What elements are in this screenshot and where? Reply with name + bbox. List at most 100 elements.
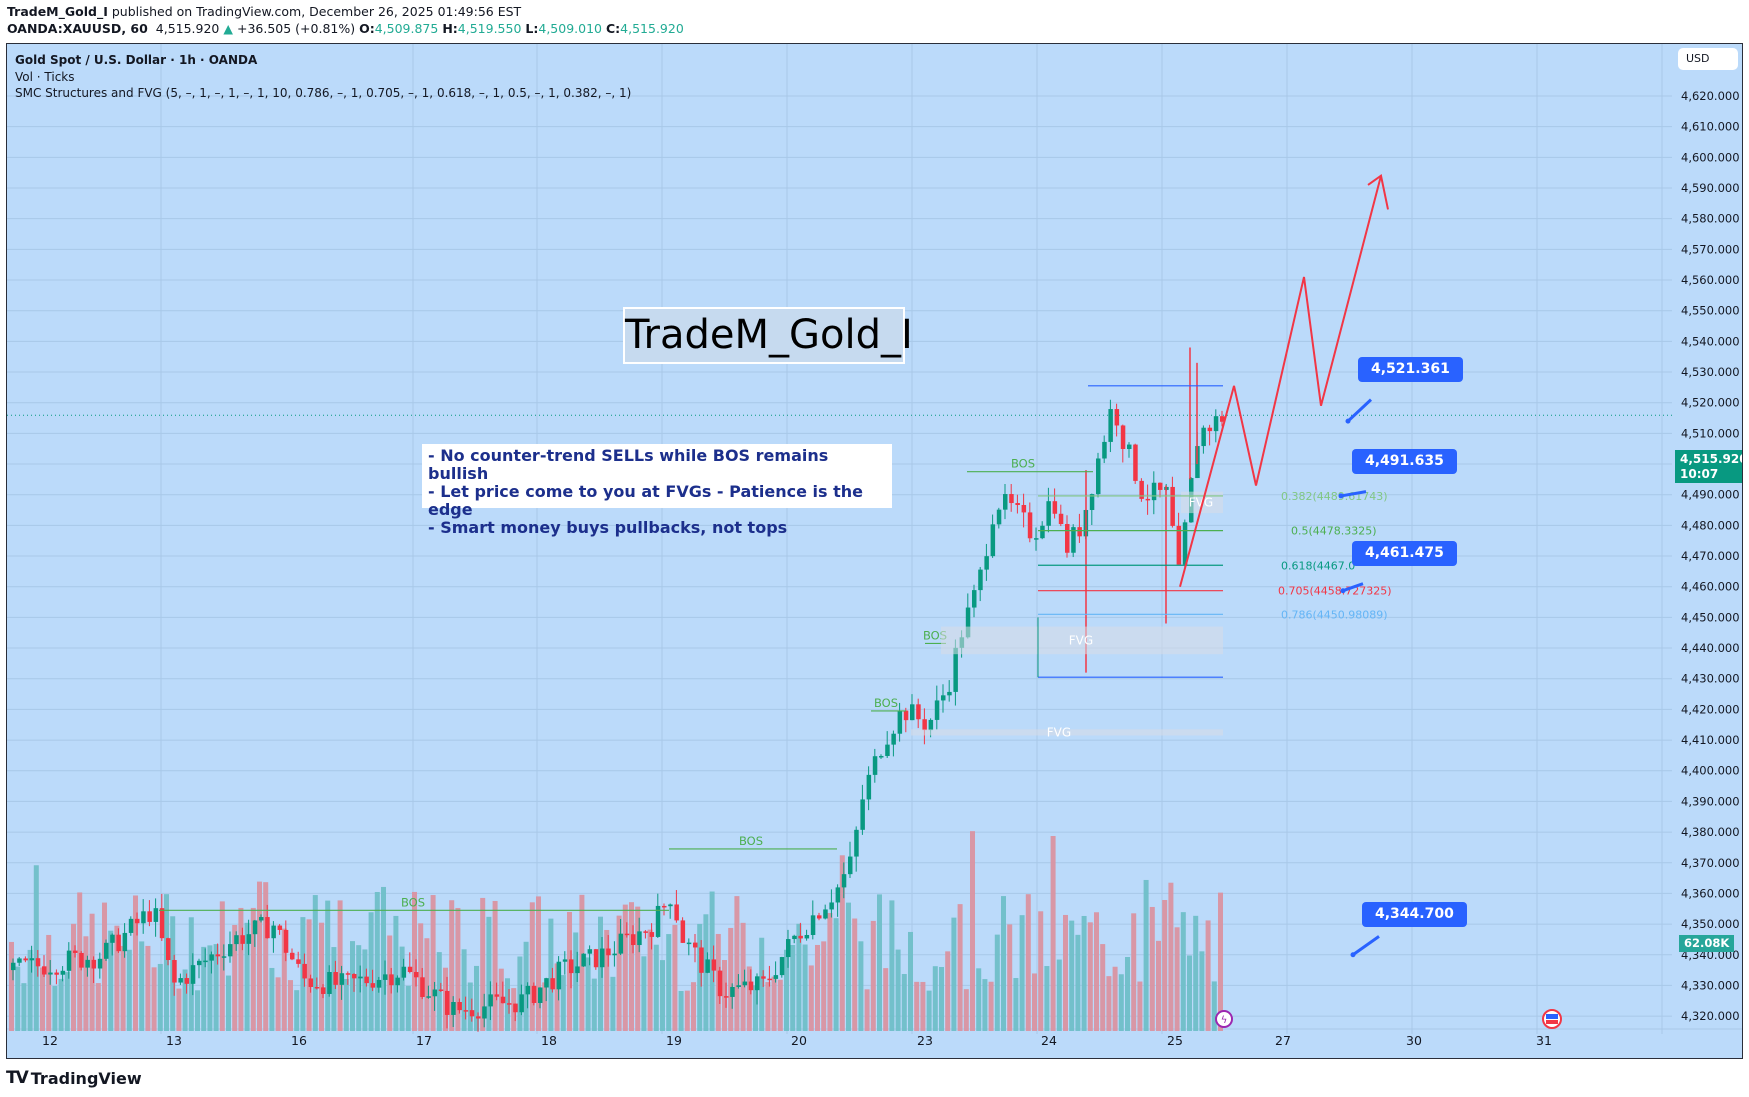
earnings-lightning-icon[interactable] (1215, 1010, 1233, 1028)
date-tick: 20 (791, 1033, 807, 1048)
up-arrow-icon: ▲ (223, 21, 233, 36)
date-tick: 16 (291, 1033, 307, 1048)
price-tick: 4,580.000 (1681, 212, 1740, 226)
chart-legend: Gold Spot / U.S. Dollar · 1h · OANDA Vol… (15, 52, 631, 102)
price-tick: 4,440.000 (1681, 641, 1740, 655)
volume-bars (9, 831, 1223, 1031)
volume-label: 62.08K (1679, 935, 1735, 952)
watermark-title: TradeM_Gold_I (623, 307, 913, 364)
date-tick: 17 (416, 1033, 432, 1048)
current-price: 4,515.920 (1680, 452, 1743, 466)
symbol-header: OANDA:XAUUSD, 60 4,515.920 ▲ +36.505 (+0… (7, 21, 684, 36)
bos-label: BOS (739, 834, 763, 848)
open-label: O: (359, 21, 375, 36)
price-tick: 4,450.000 (1681, 610, 1740, 624)
projection-arrow (1179, 174, 1389, 587)
date-tick: 12 (42, 1033, 58, 1048)
price-tick: 4,420.000 (1681, 702, 1740, 716)
grid (7, 44, 1672, 1034)
price-tick: 4,370.000 (1681, 856, 1740, 870)
events[interactable]: ϟ (1215, 1009, 1562, 1029)
fvg-label: FVG (1047, 725, 1071, 739)
chart-canvas[interactable]: 4,320.0004,330.0004,340.0004,350.0004,36… (7, 44, 1743, 1059)
legend-indicator[interactable]: SMC Structures and FVG (5, –, 1, –, 1, –… (15, 86, 632, 100)
date-tick: 13 (166, 1033, 182, 1048)
price-tick: 4,470.000 (1681, 549, 1740, 563)
price-tick: 4,600.000 (1681, 150, 1740, 164)
price-axis[interactable]: 4,320.0004,330.0004,340.0004,350.0004,36… (1681, 89, 1740, 1023)
legend-volume[interactable]: Vol · Ticks (15, 69, 75, 84)
fib-label: 0.705(4458.727325) (1278, 585, 1392, 598)
price-tick: 4,490.000 (1681, 488, 1740, 502)
close-label: C: (605, 21, 621, 36)
date-tick: 24 (1041, 1033, 1057, 1048)
bos-label: BOS (1011, 457, 1035, 471)
tradingview-logo[interactable]: TV TradingView (6, 1068, 142, 1088)
tradingview-name: TradingView (30, 1068, 142, 1088)
open-value: 4,509.875 (374, 21, 439, 36)
price-tick: 4,380.000 (1681, 825, 1740, 839)
fvg-label: FVG (1189, 495, 1213, 509)
fib-label: 0.618(4467.0 (1281, 559, 1355, 572)
price-callout[interactable]: 4,491.635 (1352, 449, 1457, 474)
candles (11, 347, 1225, 1032)
price-tick: 4,620.000 (1681, 89, 1740, 103)
price-callout[interactable]: 4,521.361 (1358, 357, 1463, 382)
price-tick: 4,520.000 (1681, 396, 1740, 410)
author-name[interactable]: TradeM_Gold_I (7, 4, 108, 19)
legend-title[interactable]: Gold Spot / U.S. Dollar · 1h · OANDA (15, 53, 258, 67)
bos-label: BOS (401, 895, 425, 909)
date-tick: 19 (666, 1033, 682, 1048)
time-axis[interactable]: 12 13 16 17 18 19 20 23 24 25 27 30 31 (7, 1028, 1743, 1048)
published-text: published on TradingView.com, December 2… (111, 4, 522, 19)
price-tick: 4,590.000 (1681, 181, 1740, 195)
price-tick: 4,350.000 (1681, 917, 1740, 931)
low-label: L: (525, 21, 539, 36)
fvg-label: FVG (1069, 633, 1093, 647)
date-tick: 18 (541, 1033, 557, 1048)
change: +36.505 (+0.81%) (236, 21, 356, 36)
price-tick: 4,330.000 (1681, 978, 1740, 992)
close-value: 4,515.920 (620, 21, 684, 36)
date-tick: 25 (1167, 1033, 1183, 1048)
symbol: OANDA:XAUUSD, 60 (7, 21, 148, 36)
publish-header: TradeM_Gold_I published on TradingView.c… (7, 4, 521, 19)
fib-label: 0.382(4489.61743) (1281, 490, 1388, 503)
date-tick: 23 (917, 1033, 933, 1048)
bar-countdown: 10:07 (1680, 467, 1719, 481)
note-line: - Smart money buys pullbacks, not tops (428, 518, 788, 537)
price-tick: 4,560.000 (1681, 273, 1740, 287)
price-tick: 4,320.000 (1681, 1009, 1740, 1023)
price-callout[interactable]: 4,461.475 (1352, 541, 1457, 566)
last-price: 4,515.920 (155, 21, 220, 36)
lightning-icon: ϟ (1221, 1015, 1228, 1026)
tradingview-mark-icon: TV (6, 1068, 29, 1088)
price-tick: 4,460.000 (1681, 580, 1740, 594)
currency-button[interactable]: USD (1678, 48, 1738, 70)
date-tick: 27 (1275, 1033, 1291, 1048)
price-callout[interactable]: 4,344.700 (1362, 902, 1467, 927)
date-tick: 30 (1406, 1033, 1422, 1048)
fib-label: 0.786(4450.98089) (1281, 608, 1388, 621)
high-label: H: (442, 21, 458, 36)
date-tick: 31 (1536, 1033, 1552, 1048)
chart-pane[interactable]: 4,320.000 4,330.000 4,340.000 4,350.000 4,36… (6, 43, 1743, 1059)
price-tick: 4,570.000 (1681, 242, 1740, 256)
price-tick: 4,390.000 (1681, 794, 1740, 808)
callout-pointers (1338, 398, 1380, 958)
price-tick: 4,550.000 (1681, 304, 1740, 318)
price-tick: 4,360.000 (1681, 886, 1740, 900)
price-tick: 4,480.000 (1681, 518, 1740, 532)
fib-label: 0.5(4478.3325) (1291, 525, 1377, 538)
bos-label: BOS (874, 696, 898, 710)
price-tick: 4,410.000 (1681, 733, 1740, 747)
note-line: - No counter-trend SELLs while BOS remai… (428, 446, 829, 483)
price-tick: 4,430.000 (1681, 672, 1740, 686)
price-tick: 4,610.000 (1681, 120, 1740, 134)
price-tick: 4,530.000 (1681, 365, 1740, 379)
price-tick: 4,510.000 (1681, 426, 1740, 440)
high-value: 4,519.550 (457, 21, 522, 36)
current-price-label: 4,515.920 10:07 (1675, 450, 1743, 483)
note-line: - Let price come to you at FVGs - Patien… (428, 482, 863, 519)
